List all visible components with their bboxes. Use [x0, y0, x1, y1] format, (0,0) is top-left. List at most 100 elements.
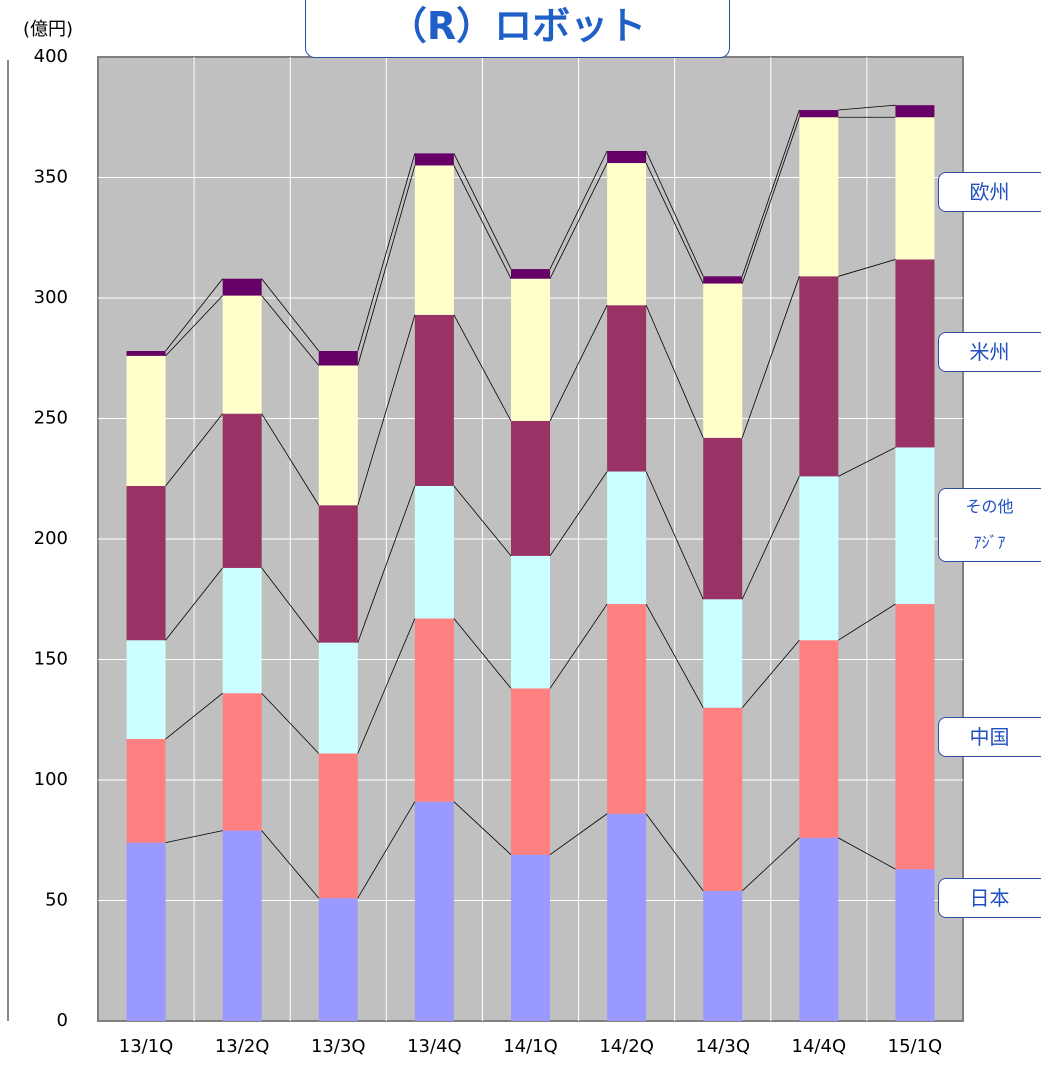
bar-segment: [318, 505, 358, 643]
y-tick-label: 50: [45, 890, 68, 911]
bar-segment: [895, 604, 935, 870]
connector-line: [261, 567, 320, 643]
chart-title: （R）ロボット: [305, 0, 730, 58]
connector-line: [741, 117, 800, 284]
bar-segment: [895, 447, 935, 605]
connector-line: [453, 314, 512, 422]
bar-segment: [414, 801, 454, 1021]
connector-line: [549, 813, 608, 856]
bar-segment: [414, 165, 454, 315]
bar-segment: [318, 898, 358, 1021]
bar-segment: [703, 276, 743, 284]
x-tick-label: 14/2Q: [599, 1036, 654, 1057]
connector-line: [165, 413, 223, 487]
bar-segment: [895, 259, 935, 448]
legend-label: 日本: [938, 878, 1041, 918]
connector-line: [261, 278, 320, 352]
connector-line: [549, 150, 608, 270]
bar-segment: [414, 618, 454, 802]
connector-line: [165, 830, 223, 844]
connector-line: [549, 305, 608, 422]
connector-line: [645, 305, 704, 438]
legend-label: 欧州: [938, 172, 1041, 212]
x-tick-label: 15/1Q: [888, 1036, 943, 1057]
connector-line: [549, 471, 608, 557]
connector-line: [549, 162, 608, 279]
y-tick-label: 400: [34, 46, 68, 67]
connector-line: [357, 485, 416, 643]
connector-line: [838, 447, 896, 477]
connector-line: [165, 692, 223, 740]
legend-label: 中国: [938, 717, 1041, 757]
bar-segment: [703, 707, 743, 891]
bar-segment: [607, 471, 647, 605]
connector-line: [357, 153, 416, 352]
connector-line: [645, 471, 704, 600]
connector-line: [549, 603, 608, 689]
bar-segment: [511, 420, 550, 556]
connector-line: [453, 165, 512, 279]
bar-segment: [222, 413, 262, 568]
connector-line: [645, 603, 704, 708]
bar-segment: [511, 278, 550, 421]
bar-segment: [895, 105, 935, 118]
x-tick-label: 13/1Q: [119, 1036, 174, 1057]
bar-segment: [222, 295, 262, 414]
connector-line: [165, 278, 223, 352]
connector-line: [261, 830, 320, 899]
bar-segment: [222, 567, 262, 694]
connector-line: [838, 104, 896, 111]
bar-segment: [318, 642, 358, 754]
bar-segment: [511, 555, 550, 689]
bar-segment: [607, 163, 647, 306]
y-tick-label: 250: [34, 408, 68, 429]
connector-line: [261, 295, 320, 366]
bar-segment: [895, 117, 935, 260]
x-tick-label: 13/2Q: [215, 1036, 270, 1057]
legend-label: 米州: [938, 332, 1041, 372]
bar-segment: [126, 351, 166, 356]
bar-segment: [222, 693, 262, 831]
bar-segment: [703, 599, 743, 708]
bar-segment: [895, 869, 935, 1021]
connector-line: [838, 837, 896, 870]
bar-segment: [607, 150, 647, 164]
y-tick-label: 150: [34, 649, 68, 670]
bar-segment: [318, 365, 358, 506]
connector-line: [453, 153, 512, 270]
bar-segment: [126, 485, 166, 641]
connector-line: [741, 639, 800, 708]
bar-segment: [222, 278, 262, 296]
connector-line: [357, 618, 416, 754]
bar-segment: [126, 739, 166, 843]
bar-segment: [126, 640, 166, 740]
y-tick-label: 0: [57, 1010, 68, 1031]
legend-label: その他 ｱｼﾞｱ: [938, 488, 1041, 562]
bar-segment: [703, 283, 743, 438]
x-tick-label: 14/3Q: [695, 1036, 750, 1057]
connector-line: [357, 801, 416, 899]
connector-line: [645, 813, 704, 892]
bar-segment: [414, 314, 454, 486]
connector-line: [741, 837, 800, 892]
connector-line: [741, 276, 800, 438]
connector-line: [453, 618, 512, 689]
bar-segment: [799, 476, 839, 641]
bar-segment: [799, 117, 839, 277]
bar-segment: [799, 276, 839, 477]
connector-line: [165, 567, 223, 641]
connector-line: [165, 295, 223, 357]
bar-segment: [607, 604, 647, 814]
y-tick-label: 300: [34, 287, 68, 308]
bar-segment: [126, 355, 166, 486]
connector-line: [357, 314, 416, 506]
bar-segment: [414, 485, 454, 619]
bar-segment: [318, 753, 358, 899]
y-tick-label: 100: [34, 769, 68, 790]
bar-segment: [511, 269, 550, 279]
connector-line: [741, 109, 800, 277]
bar-segment: [703, 890, 743, 1021]
bar-segment: [511, 688, 550, 855]
